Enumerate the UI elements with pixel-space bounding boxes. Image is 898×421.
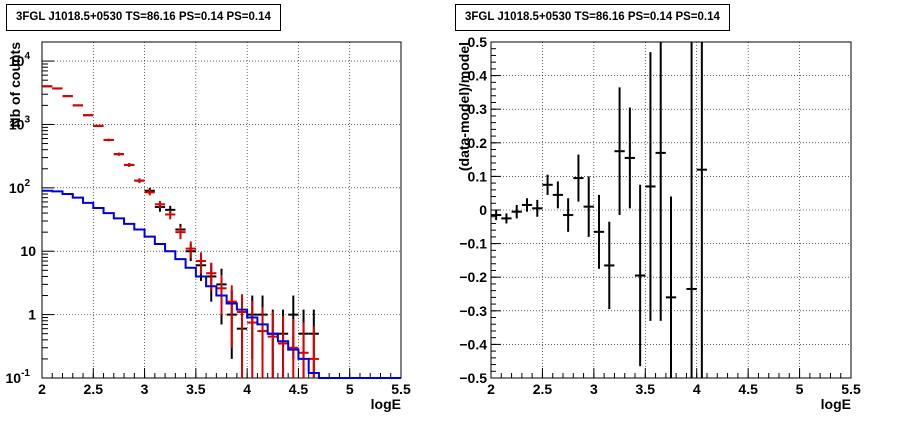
y-axis-label: (data-model)/model [456,42,472,171]
x-tick-label: 2 [487,381,495,397]
y-tick-label: 104 [9,51,31,69]
y-tick-label: 0.2 [468,135,488,151]
x-tick-label: 2.5 [533,381,553,397]
x-tick-label: 2.5 [84,381,104,397]
y-tick-label: −0.3 [459,303,487,319]
x-tick-label: 5.5 [391,381,411,397]
model-histogram-line [42,189,401,379]
y-tick-label: −0.1 [459,236,487,252]
y-axis-label: Nb of counts [7,42,23,128]
x-axis-label: logE [371,396,401,412]
counts-chart-panel: 2 2.5 3 3.5 4 4.5 5 5.5 10-1 1 10 102 103 104 logE Nb o… [6,4,411,412]
y-tick-label: 0.5 [468,34,488,50]
y-tick-label: 1 [28,307,36,323]
x-tick-label: 5.5 [841,381,861,397]
x-tick-label: 3 [141,381,149,397]
x-tick-label: 4 [243,381,251,397]
x-tick-label: 5 [796,381,804,397]
x-tick-label: 5 [346,381,354,397]
counts-chart-title: 3FGL J1018.5+0530 TS=86.16 PS=0.14 PS=0.… [6,4,281,31]
x-tick-label: 2 [38,381,46,397]
y-tick-label: −0.4 [459,336,487,352]
x-tick-label: 3.5 [186,381,206,397]
residuals-chart-svg: 2 2.5 3 3.5 4 4.5 5 5.5 −0.5 −0.4 −0.3 −0.2 −0.1 0 0.1… [456,34,861,412]
x-tick-label: 4.5 [738,381,758,397]
x-tick-label: 3.5 [636,381,656,397]
x-tick-label: 4.5 [289,381,309,397]
y-tick-label: 102 [9,178,31,196]
y-tick-label: 0.4 [468,68,488,84]
x-tick-label: 4 [693,381,701,397]
y-tick-label: −0.2 [459,269,487,285]
y-tick-label: 0.1 [468,168,488,184]
y-tick-label: −0.5 [459,370,487,386]
y-tick-label: 103 [9,114,31,132]
residuals-chart-panel: 2 2.5 3 3.5 4 4.5 5 5.5 −0.5 −0.4 −0.3 −0.2 −0.1 0 0.1… [449,0,898,421]
residuals-chart-title: 3FGL J1018.5+0530 TS=86.16 PS=0.14 PS=0.… [455,4,730,31]
plot-frame [41,41,402,379]
x-axis-label: logE [821,396,851,412]
y-tick-label: 0.3 [468,101,488,117]
counts-chart-svg: 2 2.5 3 3.5 4 4.5 5 5.5 10-1 1 10 102 103 104 logE Nb o… [6,41,411,412]
y-tick-label: 0 [479,202,487,218]
y-tick-label: 10 [20,243,36,259]
x-tick-label: 3 [590,381,598,397]
y-tick-label: 10-1 [6,368,31,386]
